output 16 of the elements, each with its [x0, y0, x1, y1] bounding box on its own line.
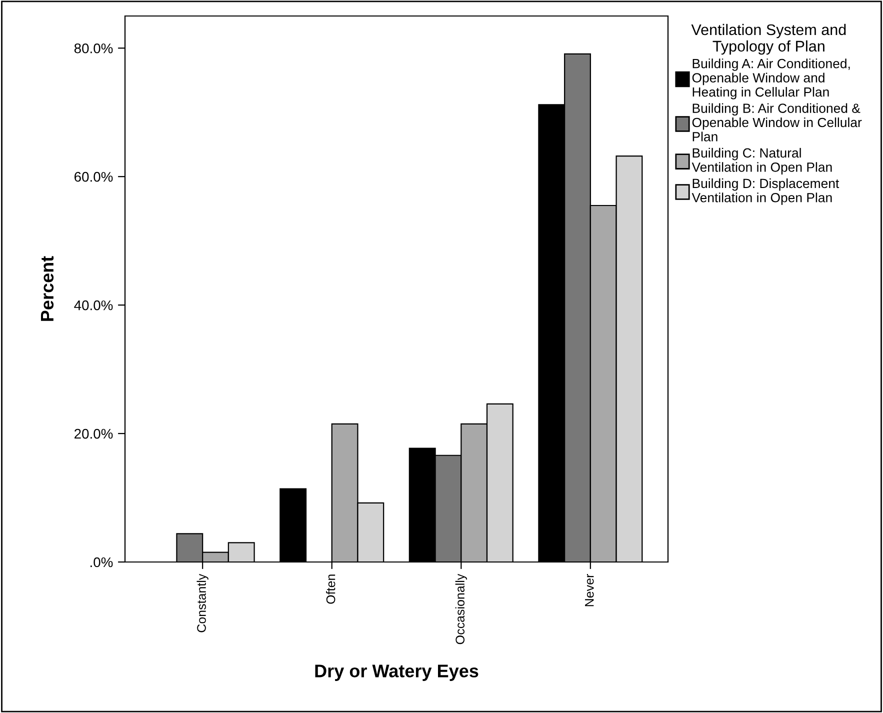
y-tick-label: 60.0%: [74, 172, 113, 182]
legend-title: Ventilation System and Typology of Plan: [691, 24, 846, 55]
y-axis-title: Percent: [40, 256, 54, 321]
y-tick-label: 80.0%: [74, 43, 113, 54]
x-tick-label: Occasionally: [455, 574, 467, 644]
y-tick-label: .0%: [90, 557, 113, 568]
legend-label: Building D: Displacement Ventilation in Open Plan: [692, 178, 840, 205]
x-tick-label: Constantly: [196, 574, 208, 632]
x-tick-label: Often: [326, 574, 336, 604]
legend-label: Building B: Air Conditioned & Openable Window in Cellular Plan: [692, 103, 862, 142]
legend-label: Building C: Natural Ventilation in Open Plan: [692, 148, 832, 174]
x-tick-label: Never: [585, 574, 594, 606]
legend-label: Building A: Air Conditioned, Openable Window and Heating in Cellular Plan: [692, 58, 850, 100]
y-tick-label: 20.0%: [74, 428, 113, 439]
x-axis-title: Dry or Watery Eyes: [315, 664, 478, 681]
y-tick-label: 40.0%: [74, 300, 113, 310]
